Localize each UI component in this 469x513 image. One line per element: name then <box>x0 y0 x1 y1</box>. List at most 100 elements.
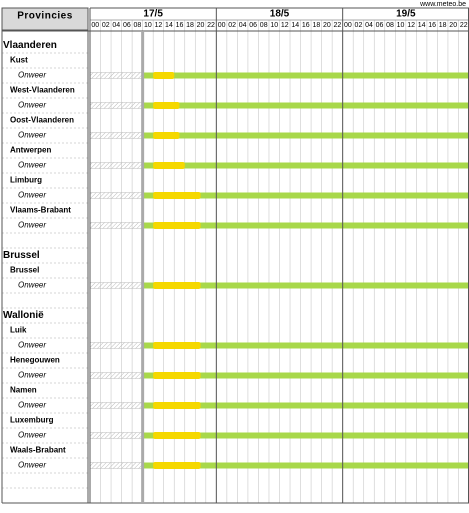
warning-bar <box>142 462 469 469</box>
warning-bar <box>142 372 469 379</box>
warning-bar <box>89 462 143 469</box>
hour-label: 12 <box>407 22 415 29</box>
hour-label: 02 <box>228 22 236 29</box>
warning-bar <box>142 342 469 349</box>
province-label: Kust <box>10 56 28 65</box>
hour-label: 22 <box>207 22 215 29</box>
warning-bar <box>153 282 201 289</box>
hour-label: 06 <box>249 22 257 29</box>
hour-label: 00 <box>344 22 352 29</box>
day-label: 19/5 <box>396 9 416 20</box>
phenomenon-label: Onweer <box>18 191 46 200</box>
province-label: Luik <box>10 326 27 335</box>
warning-bar <box>142 222 469 229</box>
hour-label: 14 <box>165 22 173 29</box>
hour-label: 22 <box>460 22 468 29</box>
warning-bar <box>153 162 185 169</box>
hour-label: 10 <box>397 22 405 29</box>
warning-bar <box>153 462 201 469</box>
hour-label: 14 <box>291 22 299 29</box>
day-label: 17/5 <box>143 9 163 20</box>
hour-label: 16 <box>428 22 436 29</box>
hour-label: 04 <box>112 22 120 29</box>
hour-label: 18 <box>439 22 447 29</box>
warning-bar <box>142 102 469 109</box>
province-label: Vlaams-Brabant <box>10 206 71 215</box>
warning-bar <box>142 282 469 289</box>
warning-bar <box>153 72 175 79</box>
hour-label: 00 <box>91 22 99 29</box>
warning-bar <box>89 72 143 79</box>
warning-bar <box>153 222 201 229</box>
phenomenon-label: Onweer <box>18 221 46 230</box>
phenomenon-label: Onweer <box>18 281 46 290</box>
phenomenon-label: Onweer <box>18 401 46 410</box>
warning-bar <box>153 372 201 379</box>
hour-label: 04 <box>365 22 373 29</box>
hour-label: 06 <box>376 22 384 29</box>
province-label: Waals-Brabant <box>10 446 66 455</box>
warning-bar <box>89 102 143 109</box>
province-label: Limburg <box>10 176 42 185</box>
phenomenon-label: Onweer <box>18 431 46 440</box>
warning-bar <box>89 132 143 139</box>
hour-label: 06 <box>123 22 131 29</box>
hour-label: 16 <box>302 22 310 29</box>
hour-label: 12 <box>281 22 289 29</box>
hour-label: 04 <box>239 22 247 29</box>
warning-bar <box>153 432 201 439</box>
warning-bar <box>142 432 469 439</box>
phenomenon-label: Onweer <box>18 461 46 470</box>
warning-bar <box>142 192 469 199</box>
warning-bar <box>142 72 469 79</box>
province-label: Luxemburg <box>10 416 54 425</box>
header-title: Provincies <box>17 11 73 22</box>
hour-label: 02 <box>102 22 110 29</box>
phenomenon-label: Onweer <box>18 371 46 380</box>
day-label: 18/5 <box>270 9 290 20</box>
warning-bar <box>142 162 469 169</box>
warning-bar <box>153 192 201 199</box>
warning-bar <box>89 372 143 379</box>
warning-bar <box>89 192 143 199</box>
hour-label: 18 <box>186 22 194 29</box>
hour-label: 20 <box>197 22 205 29</box>
warning-bar <box>153 102 180 109</box>
warning-bar <box>89 342 143 349</box>
province-label: Brussel <box>10 266 39 275</box>
site-link: www.meteo.be <box>419 1 466 8</box>
warning-bar <box>89 222 143 229</box>
warning-bar <box>153 342 201 349</box>
phenomenon-label: Onweer <box>18 131 46 140</box>
hour-label: 12 <box>155 22 163 29</box>
hour-label: 22 <box>334 22 342 29</box>
hour-label: 16 <box>176 22 184 29</box>
warning-bar <box>142 132 469 139</box>
phenomenon-label: Onweer <box>18 71 46 80</box>
hour-label: 08 <box>260 22 268 29</box>
group-label: Brussel <box>3 250 40 261</box>
warning-bar <box>153 132 180 139</box>
warning-bar <box>89 282 143 289</box>
hour-label: 02 <box>355 22 363 29</box>
province-label: Henegouwen <box>10 356 60 365</box>
hour-label: 00 <box>218 22 226 29</box>
warning-bar <box>89 162 143 169</box>
hour-label: 14 <box>418 22 426 29</box>
group-label: Vlaanderen <box>3 40 57 51</box>
phenomenon-label: Onweer <box>18 341 46 350</box>
warning-bar <box>89 432 143 439</box>
warning-bar <box>153 402 201 409</box>
hour-label: 20 <box>323 22 331 29</box>
province-label: Antwerpen <box>10 146 51 155</box>
province-label: Oost-Vlaanderen <box>10 116 74 125</box>
hour-label: 18 <box>312 22 320 29</box>
hour-label: 10 <box>270 22 278 29</box>
phenomenon-label: Onweer <box>18 161 46 170</box>
warning-bar <box>89 402 143 409</box>
hour-label: 08 <box>386 22 394 29</box>
warning-bar <box>142 402 469 409</box>
hour-label: 08 <box>133 22 141 29</box>
group-label: Wallonië <box>3 310 44 321</box>
